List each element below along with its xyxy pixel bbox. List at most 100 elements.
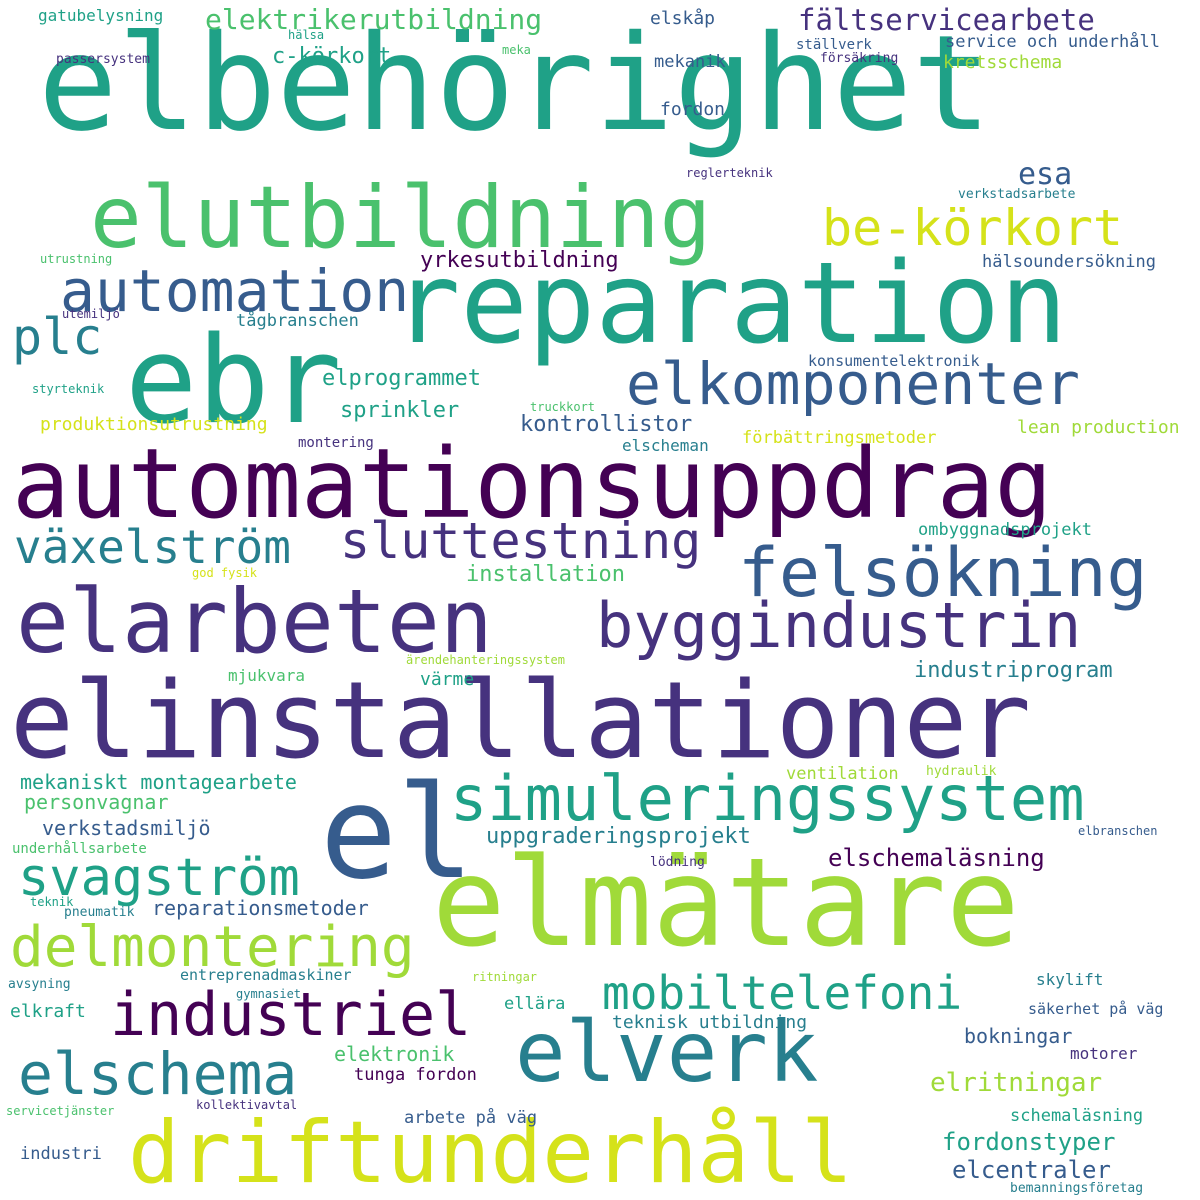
word-el: el	[320, 759, 475, 908]
word-truckkort: truckkort	[530, 400, 596, 414]
word-fordon: fordon	[660, 99, 726, 120]
word-god-fysik: god fysik	[192, 566, 258, 580]
word-arbete-pa-vag: arbete på väg	[404, 1108, 538, 1128]
word-motorer: motorer	[1070, 1044, 1138, 1063]
word-tagbranschen: tågbranschen	[236, 311, 359, 331]
word-sprinkler: sprinkler	[340, 398, 460, 423]
word-schemalasning: schemaläsning	[1010, 1106, 1144, 1126]
word-arendehanteringssystem: ärendehanteringssystem	[406, 653, 565, 667]
word-mjukvara: mjukvara	[228, 666, 306, 685]
word-elschemalasning: elschemaläsning	[828, 844, 1045, 872]
word-simuleringssystem: simuleringssystem	[450, 762, 1085, 835]
word-elskap: elskåp	[650, 8, 716, 29]
word-lodning: lödning	[650, 855, 705, 870]
word-elschema: elschema	[18, 1040, 298, 1108]
word-elkraft: elkraft	[10, 1001, 86, 1022]
word-ombyggnadsprojekt: ombyggnadsprojekt	[918, 520, 1092, 540]
word-delmontering: delmontering	[10, 915, 415, 980]
word-byggindustrin: byggindustrin	[596, 589, 1082, 662]
word-mobiltelefoni: mobiltelefoni	[602, 966, 963, 1020]
word-underhallsarbete: underhållsarbete	[12, 841, 147, 857]
word-elutbildning: elutbildning	[90, 168, 712, 268]
word-elcentraler: elcentraler	[952, 1156, 1111, 1184]
word-tunga-fordon: tunga fordon	[354, 1065, 477, 1085]
word-varme: värme	[420, 669, 475, 690]
word-fordonstyper: fordonstyper	[942, 1128, 1116, 1156]
word-ellara: ellära	[504, 994, 566, 1014]
word-sakerhet-pa-vag: säkerhet på väg	[1028, 1000, 1164, 1018]
word-verkstadsarbete: verkstadsarbete	[958, 187, 1076, 202]
word-konsumentelektronik: konsumentelektronik	[808, 352, 980, 370]
word-vaxelstrom: växelström	[14, 520, 291, 574]
word-elektrikerutbildning: elektrikerutbildning	[205, 3, 543, 36]
word-be-korkort: be-körkort	[822, 199, 1124, 257]
word-gymnasiet: gymnasiet	[236, 987, 302, 1001]
word-automationsuppdrag: automationsuppdrag	[12, 428, 1053, 540]
word-felsokning: felsökning	[738, 534, 1148, 613]
word-elinstallationer: elinstallationer	[10, 659, 1032, 782]
word-utrustning: utrustning	[40, 252, 113, 266]
word-industriel: industriel	[110, 980, 472, 1050]
word-teknik: teknik	[30, 895, 74, 909]
word-elverk: elverk	[515, 1003, 819, 1101]
word-reparation: reparation	[393, 239, 1068, 369]
word-elprogrammet: elprogrammet	[322, 366, 481, 391]
word-reglerteknik: reglerteknik	[686, 166, 773, 180]
word-kontrollistor: kontrollistor	[520, 412, 693, 437]
word-teknisk-utbildning: teknisk utbildning	[612, 1012, 808, 1033]
word-ebr: ebr	[125, 312, 342, 451]
word-elritningar: elritningar	[930, 1068, 1103, 1098]
word-avsyning: avsyning	[8, 977, 71, 992]
word-c-korkort: c-körkort	[272, 44, 392, 69]
word-mekanik: mekanik	[654, 52, 726, 72]
word-utemiljo: utemiljö	[62, 307, 120, 321]
word-bemanningsforetag: bemanningsföretag	[1010, 1181, 1144, 1196]
word-mekaniskt-montagearbete: mekaniskt montagearbete	[20, 770, 297, 794]
word-meka: meka	[502, 43, 531, 57]
word-faltservicearbete: fältservicearbete	[798, 3, 1095, 37]
word-verkstadsmiljo: verkstadsmiljö	[42, 816, 211, 840]
word-ritningar: ritningar	[472, 970, 538, 984]
word-installation: installation	[466, 562, 625, 587]
word-entreprenadmaskiner: entreprenadmaskiner	[180, 966, 352, 984]
word-elmatare: elmätare	[432, 832, 1020, 974]
word-kollektivavtal: kollektivavtal	[196, 1098, 298, 1112]
word-elkomponenter: elkomponenter	[626, 350, 1080, 418]
word-elbranschen: elbranschen	[1078, 824, 1158, 838]
word-driftunderhall: driftunderhåll	[128, 1103, 853, 1200]
word-elbehorighet: elbehörighet	[38, 7, 992, 161]
word-servicetjanster: servicetjänster	[6, 1104, 115, 1118]
word-halsoundersokning: hälsoundersökning	[982, 252, 1156, 272]
word-forbattringsmetoder: förbättringsmetoder	[742, 428, 937, 448]
word-bokningar: bokningar	[964, 1024, 1073, 1048]
word-automation: automation	[60, 257, 410, 325]
word-styrteknik: styrteknik	[32, 382, 105, 396]
word-esa: esa	[1018, 157, 1073, 192]
word-gatubelysning: gatubelysning	[38, 6, 164, 25]
word-elektronik: elektronik	[334, 1042, 455, 1066]
word-industri: industri	[20, 1144, 102, 1164]
word-elscheman: elscheman	[622, 436, 709, 455]
word-passersystem: passersystem	[56, 52, 150, 67]
word-skylift: skylift	[1036, 970, 1104, 989]
word-uppgraderingsprojekt: uppgraderingsprojekt	[486, 824, 751, 849]
word-svagstrom: svagström	[18, 848, 300, 908]
word-halsa: hälsa	[288, 28, 325, 42]
word-forsakring: försäkring	[820, 51, 899, 66]
word-sluttestning: sluttestning	[340, 512, 702, 570]
word-industriprogram: industriprogram	[914, 658, 1113, 683]
word-produktionsutrustning: produktionsutrustning	[40, 414, 268, 435]
word-elarbeten: elarbeten	[16, 570, 493, 673]
word-pneumatik: pneumatik	[64, 905, 135, 920]
word-plc: plc	[12, 308, 103, 366]
word-yrkesutbildning: yrkesutbildning	[420, 248, 619, 273]
word-personvagnar: personvagnar	[24, 790, 169, 814]
word-lean-production: lean production	[1017, 417, 1180, 438]
word-service-och-underhall: service och underhåll	[945, 32, 1160, 52]
word-hydraulik: hydraulik	[926, 764, 997, 779]
word-stallverk: ställverk	[796, 37, 872, 53]
word-montering: montering	[298, 435, 374, 451]
word-ventilation: ventilation	[786, 764, 899, 784]
word-kretsschema: kretsschema	[943, 52, 1063, 73]
